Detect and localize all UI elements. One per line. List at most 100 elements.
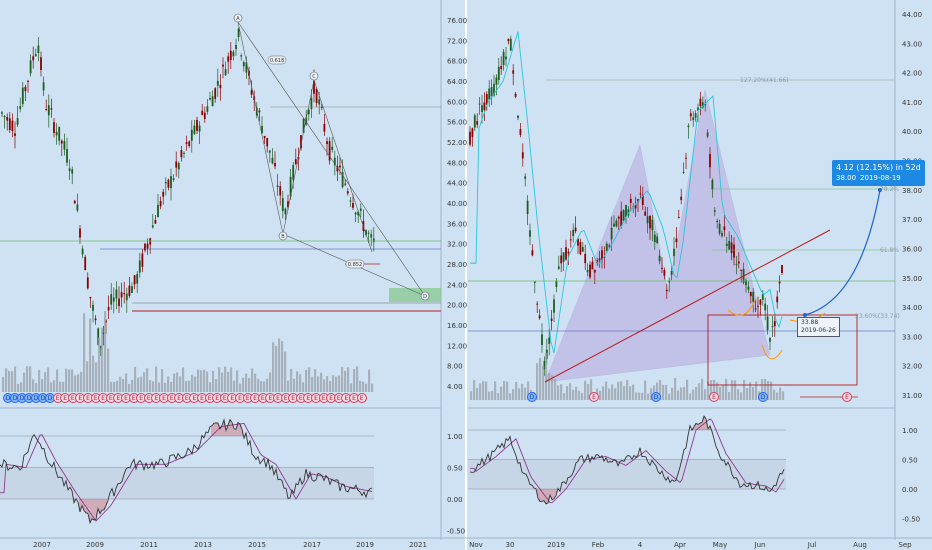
left-time-tick: 2019	[356, 541, 374, 549]
right-osc-tick: 1.00	[902, 427, 918, 435]
right-time-tick: Aug	[853, 541, 867, 549]
right-price-tick: 31.00	[902, 392, 922, 400]
wave-point-marker	[420, 291, 430, 301]
wave-ratio-label: 0.852	[348, 262, 362, 268]
left-time-tick: 2015	[248, 541, 266, 549]
left-price-tick: 16.00	[447, 322, 467, 330]
right-price-tick: 35.00	[902, 275, 922, 283]
projection-startpoint	[803, 313, 807, 317]
right-price-tick: 37.00	[902, 216, 922, 224]
right-time-tick: Feb	[592, 541, 605, 549]
right-osc-tick: -0.50	[902, 516, 920, 524]
left-time-tick: 2011	[140, 541, 158, 549]
left-price-tick: 4.00	[447, 383, 463, 391]
left-price-tick: 44.00	[447, 180, 467, 188]
right-osc-signal	[470, 418, 785, 504]
harmonic-pattern	[544, 89, 771, 383]
fib-level-label: 23.60%(33.74)	[855, 313, 900, 320]
left-price-tick: 64.00	[447, 78, 467, 86]
left-time-tick: 2013	[194, 541, 212, 549]
abcd-pattern-line	[237, 21, 426, 297]
left-price-tick: 48.00	[447, 159, 467, 167]
right-price-tick: 34.00	[902, 304, 922, 312]
dividend-marker[interactable]: D	[758, 392, 768, 402]
right-osc-tick: 0.00	[902, 486, 918, 494]
right-time-tick: 4	[638, 541, 643, 549]
earnings-marker[interactable]: E	[709, 392, 719, 402]
right-time-tick: 2019	[547, 541, 565, 549]
right-moving-average	[470, 31, 783, 354]
left-price-tick: 40.00	[447, 200, 467, 208]
right-time-tick: 30	[506, 541, 515, 549]
left-candles	[1, 27, 375, 357]
left-price-tick: 20.00	[447, 302, 467, 310]
left-volume	[2, 310, 374, 392]
right-time-tick: May	[713, 541, 727, 549]
projection-line-2: 38.00 2019-08-19	[836, 173, 921, 184]
wave-point-label: B	[281, 234, 285, 240]
right-price-tick: 44.00	[902, 11, 922, 19]
left-price-tick: 72.00	[447, 37, 467, 45]
left-price-tick: 68.00	[447, 58, 467, 66]
left-osc-tick: 0.00	[447, 496, 463, 504]
right-price-tick: 36.00	[902, 245, 922, 253]
wave-point-label: D	[423, 294, 427, 300]
left-osc-signal	[0, 422, 373, 522]
callout-price: 33.88	[801, 319, 819, 326]
right-osc-tick: 0.50	[902, 457, 918, 465]
right-osc-line	[469, 415, 785, 505]
wave-point-marker	[309, 71, 319, 81]
right-time-tick: Jul	[807, 541, 817, 549]
projection-endpoint	[878, 188, 882, 192]
wave-ratio-badge	[267, 55, 287, 65]
left-time-tick: 2007	[33, 541, 51, 549]
wave-point-label: C	[312, 74, 316, 80]
abcd-pattern-line	[237, 21, 373, 253]
left-osc-band	[0, 467, 374, 499]
fib-level-label: 78.2%	[880, 186, 899, 193]
left-price-tick: 52.00	[447, 139, 467, 147]
fib-level-label: 61.8%	[880, 247, 899, 254]
left-price-tick: 8.00	[447, 363, 463, 371]
cup-curve-orange	[761, 344, 783, 360]
left-time-tick: 2009	[86, 541, 104, 549]
left-price-tick: 32.00	[447, 241, 467, 249]
right-price-tick: 38.00	[902, 187, 922, 195]
projection-info-box: 4.12 (12.15%) in 52d 38.00 2019-08-19	[832, 160, 925, 186]
projection-line-1: 4.12 (12.15%) in 52d	[836, 163, 921, 172]
wave-point-marker	[233, 13, 243, 23]
projection-target-price: 38.00	[836, 174, 857, 182]
right-candles	[469, 35, 783, 376]
left-time-tick: 2017	[303, 541, 321, 549]
wave-ratio-label: 0.618	[270, 58, 284, 64]
left-osc-tick: 1.00	[447, 433, 463, 441]
left-osc-tick: 0.50	[447, 465, 463, 473]
right-time-tick: Sep	[898, 541, 912, 549]
right-price-tick: 40.00	[902, 128, 922, 136]
wave-ratio-badge	[345, 259, 365, 269]
earnings-marker[interactable]: E	[356, 393, 367, 403]
left-osc-line	[0, 418, 373, 525]
left-price-tick: 28.00	[447, 261, 467, 269]
dividend-marker[interactable]: D	[527, 392, 537, 402]
cup-curve-orange	[727, 297, 757, 316]
earnings-marker[interactable]: E	[842, 392, 852, 402]
right-price-tick: 33.00	[902, 333, 922, 341]
left-price-tick: 56.00	[447, 119, 467, 127]
left-price-tick: 36.00	[447, 220, 467, 228]
wave-point-label: A	[236, 16, 240, 22]
dividend-marker[interactable]: D	[651, 392, 661, 402]
right-target-box	[707, 314, 858, 386]
left-price-tick: 76.00	[447, 17, 467, 25]
callout-date: 2019-06-26	[801, 327, 836, 334]
earnings-marker[interactable]: E	[589, 392, 599, 402]
date-price-callout: 33.88 2019-06-26	[797, 317, 840, 337]
left-osc-tick: -0.50	[447, 528, 465, 536]
projection-curve	[804, 189, 881, 316]
right-time-tick: Nov	[469, 541, 483, 549]
left-price-tick: 60.00	[447, 98, 467, 106]
fib-level-label: 127.20%(41.66)	[740, 77, 789, 84]
right-price-tick: 43.00	[902, 40, 922, 48]
